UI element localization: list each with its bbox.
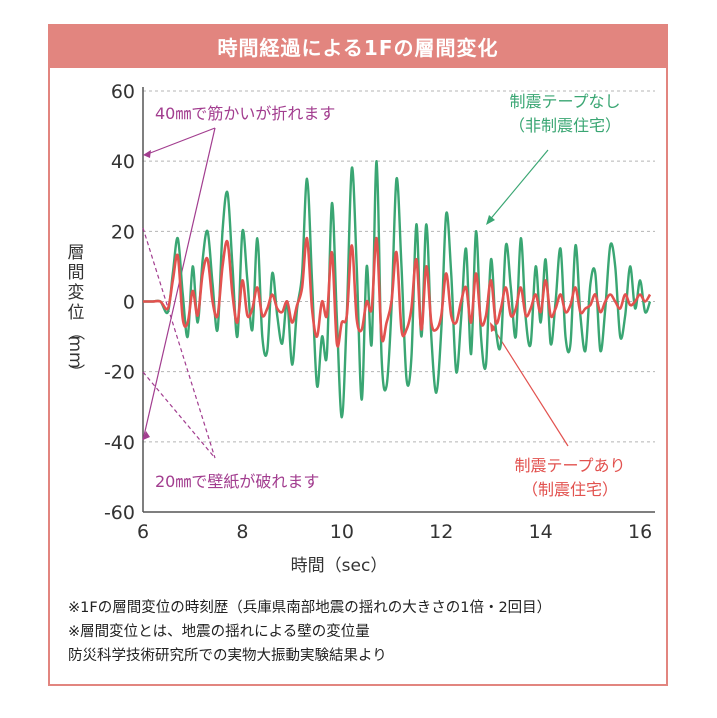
x-tick-label-0: 6: [137, 521, 149, 543]
notes: ※1Fの層間変位の時刻歴（兵庫県南部地震の揺れの大きさの1倍・2回目） ※層間変…: [68, 596, 658, 668]
annotation-arrow-40-up: [143, 150, 151, 158]
y-tick-label-5: -40: [104, 432, 135, 454]
series-line-1: [143, 236, 652, 348]
x-tick-label-4: 14: [529, 521, 553, 543]
y-axis-label-char-1: 間: [68, 263, 85, 283]
series-label-with-tape-sub: （制震住宅）: [522, 480, 618, 499]
annotation-line-40-a: [144, 127, 216, 156]
y-tick-label-1: 40: [111, 151, 135, 173]
y-axis-label-char-5: mm: [65, 335, 85, 368]
annotation-line-20-b: [142, 371, 216, 459]
annotation-arrow-40-down: [143, 431, 150, 440]
annotation-40mm: 40㎜で筋かいが折れます: [155, 104, 335, 123]
pointer-line-red: [491, 325, 569, 447]
y-axis-label-char-6: ）: [65, 364, 85, 381]
pointer-line-green: [487, 149, 549, 223]
y-tick-label-4: -20: [104, 362, 135, 384]
note-line-3: 防災科学技術研究所での実物大振動実験結果より: [68, 648, 387, 664]
y-tick-label-6: -60: [104, 502, 135, 524]
y-axis-label-char-2: 変: [68, 283, 85, 303]
series-line-0: [143, 159, 652, 419]
y-tick-label-3: 0: [123, 292, 135, 314]
y-tick-label-2: 20: [111, 221, 135, 243]
annotation-line-20-a: [142, 227, 216, 459]
x-axis-label: 時間（sec）: [291, 556, 388, 576]
series-label-without-tape: 制震テープなし: [509, 92, 620, 111]
series-label-with-tape: 制震テープあり: [514, 456, 625, 475]
note-line-2: ※層間変位とは、地震の揺れによる壁の変位量: [68, 624, 370, 640]
chart-title: 時間経過による1Fの層間変化: [48, 24, 668, 68]
x-tick-label-5: 16: [628, 521, 652, 543]
y-tick-label-0: 60: [111, 81, 135, 103]
note-line-1: ※1Fの層間変位の時刻歴（兵庫県南部地震の揺れの大きさの1倍・2回目）: [68, 600, 552, 616]
series-label-without-tape-sub: （非制震住宅）: [509, 116, 621, 135]
pointer-arrow-green: [486, 215, 495, 225]
chart-frame: [48, 36, 668, 686]
y-axis-label-char-0: 層: [68, 243, 85, 263]
annotation-20mm: 20㎜で壁紙が破れます: [155, 472, 319, 491]
x-tick-label-1: 8: [236, 521, 248, 543]
x-tick-label-2: 10: [330, 521, 354, 543]
y-axis-label-char-4: （: [65, 324, 85, 341]
x-tick-label-3: 12: [429, 521, 453, 543]
y-axis-label-char-3: 位: [68, 303, 85, 323]
